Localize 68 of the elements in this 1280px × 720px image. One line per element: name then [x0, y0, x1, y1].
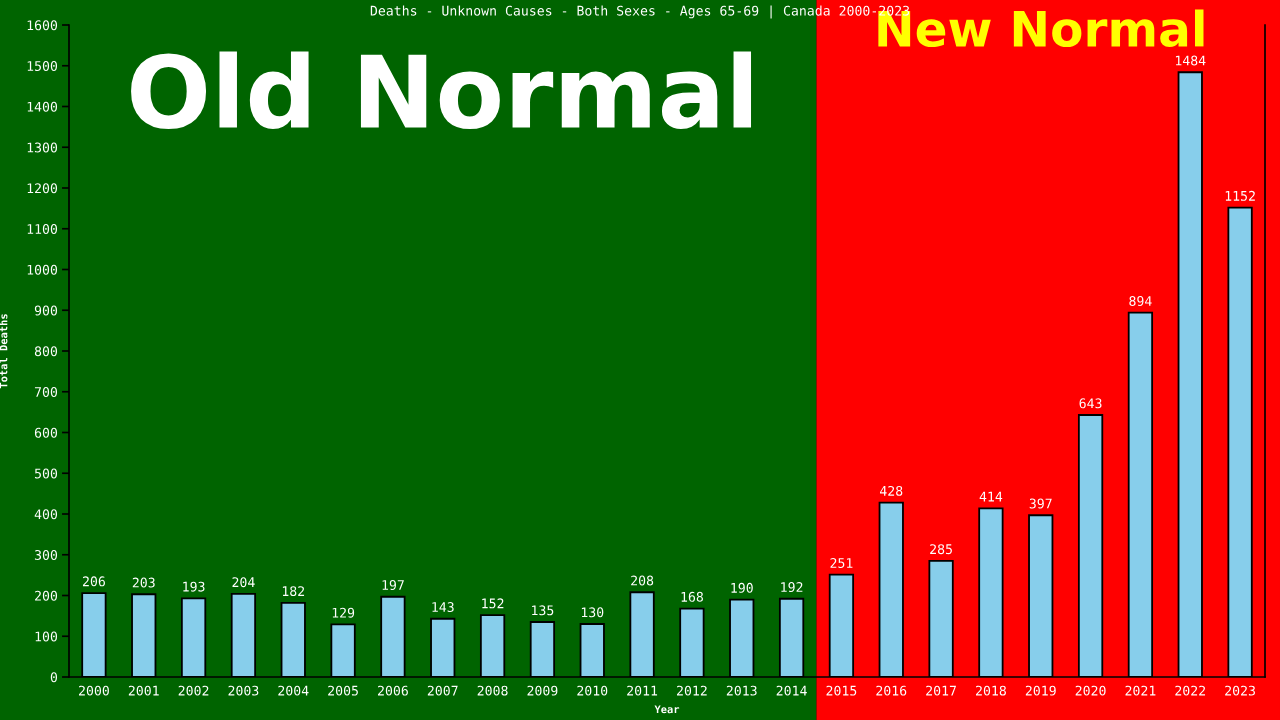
x-tick-label: 2021: [1125, 685, 1156, 696]
x-tick-label: 2000: [79, 685, 109, 696]
data-label: 135: [532, 605, 554, 616]
x-tick-label: 2003: [228, 685, 259, 696]
y-tick-label: 0: [50, 672, 58, 683]
data-label: 152: [482, 598, 504, 609]
x-tick-label: 2004: [278, 685, 309, 696]
y-tick-label: 900: [34, 305, 58, 316]
x-tick-label: 2018: [976, 685, 1006, 696]
data-label: 193: [183, 581, 205, 592]
x-tick-label: 2008: [477, 685, 508, 696]
x-tick-label: 2002: [178, 685, 209, 696]
y-tick-label: 700: [34, 387, 58, 397]
y-tick-label: 1400: [27, 101, 58, 112]
data-label: 143: [432, 602, 454, 612]
y-tick-label: 1300: [27, 142, 58, 153]
data-label: 414: [979, 491, 1003, 502]
data-label: 130: [581, 607, 604, 618]
x-tick-label: 2012: [677, 685, 707, 696]
x-tick-label: 2016: [876, 685, 907, 696]
band-label: Old Normal: [131, 51, 752, 130]
y-tick-label: 300: [34, 550, 58, 560]
data-label: 182: [282, 586, 305, 597]
x-tick-label: 2023: [1225, 685, 1255, 696]
data-label: 203: [132, 577, 155, 588]
y-tick-label: 1200: [27, 183, 58, 194]
data-label: 894: [1129, 295, 1152, 306]
y-tick-label: 1500: [27, 61, 58, 71]
data-label: 1484: [1175, 55, 1206, 66]
x-tick-label: 2006: [378, 685, 408, 696]
y-tick-label: 1000: [27, 264, 58, 275]
data-label: 197: [382, 580, 404, 590]
data-label: 192: [781, 582, 803, 593]
y-tick-label: 600: [34, 427, 58, 438]
data-label: 129: [332, 607, 355, 618]
data-label: 204: [232, 577, 255, 588]
x-tick-label: 2019: [1025, 685, 1056, 696]
y-axis-title: Total Deaths: [0, 314, 8, 389]
data-label: 208: [631, 575, 654, 586]
x-tick-label: 2010: [577, 685, 608, 696]
x-tick-label: 2007: [427, 685, 458, 696]
data-label: 1152: [1225, 190, 1255, 201]
y-tick-label: 1600: [27, 20, 58, 31]
x-tick-label: 2011: [627, 685, 658, 696]
x-tick-label: 2017: [926, 685, 956, 696]
x-axis-title: Year: [654, 705, 680, 714]
y-tick-label: 500: [34, 468, 58, 479]
y-tick-label: 800: [34, 346, 58, 357]
data-label: 428: [879, 485, 903, 496]
x-tick-label: 2014: [776, 685, 807, 696]
data-label: 190: [731, 582, 753, 593]
x-tick-label: 2009: [527, 685, 558, 696]
y-tick-label: 400: [34, 509, 58, 520]
data-label: 251: [830, 558, 853, 568]
x-tick-label: 2022: [1175, 685, 1206, 696]
data-label: 397: [1029, 498, 1052, 509]
x-tick-label: 2020: [1075, 685, 1106, 696]
y-tick-label: 200: [35, 590, 58, 601]
x-tick-label: 2015: [826, 685, 857, 696]
x-tick-label: 2001: [128, 685, 159, 696]
data-label: 206: [82, 576, 105, 587]
x-tick-label: 2005: [328, 685, 358, 696]
x-tick-label: 2013: [726, 685, 757, 696]
data-label: 285: [930, 544, 952, 555]
data-label: 168: [681, 591, 703, 602]
y-tick-label: 100: [35, 631, 58, 642]
data-label: 643: [1079, 398, 1102, 409]
y-tick-label: 1100: [27, 224, 58, 234]
